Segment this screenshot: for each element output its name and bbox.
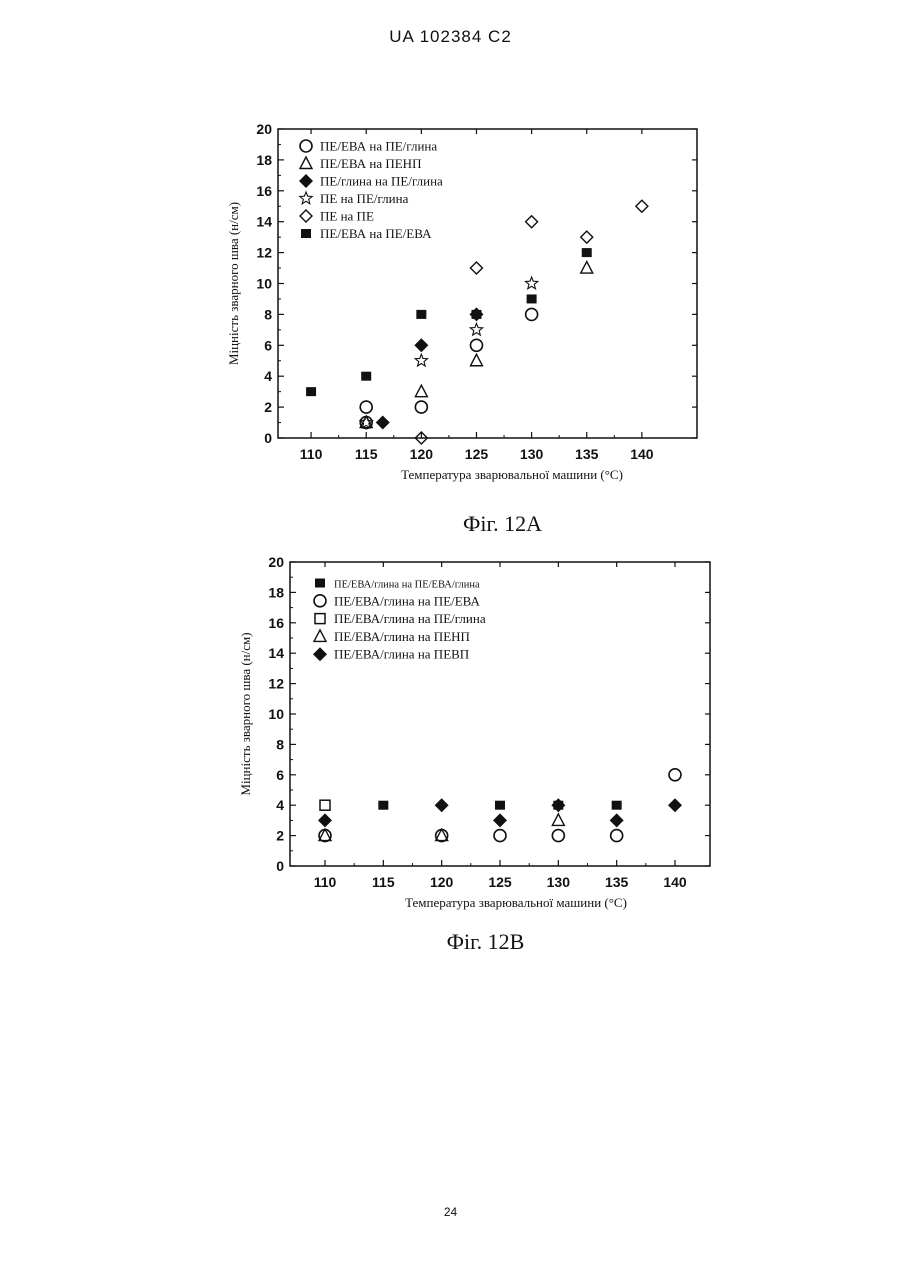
x-axis-title: Температура зварювальної машини (°C) xyxy=(405,895,627,910)
data-point xyxy=(610,813,624,827)
legend-label: ПЕ/ЕВА/глина на ПЕ/глина xyxy=(334,611,486,626)
y-tick-label: 2 xyxy=(276,828,284,844)
figure-12b-caption: Фіг. 12B xyxy=(35,929,901,955)
y-tick-label: 0 xyxy=(276,858,284,874)
y-tick-label: 14 xyxy=(268,645,284,661)
y-tick-label: 6 xyxy=(276,767,284,783)
data-point xyxy=(552,814,564,826)
data-point xyxy=(436,830,448,842)
data-point xyxy=(668,798,682,812)
data-point xyxy=(494,830,506,842)
x-tick-label: 140 xyxy=(663,874,687,890)
y-tick-label: 10 xyxy=(268,706,284,722)
x-tick-label: 130 xyxy=(547,874,571,890)
data-point xyxy=(611,830,623,842)
data-point xyxy=(552,830,564,842)
data-point xyxy=(551,798,565,812)
data-point xyxy=(378,801,388,810)
x-tick-label: 115 xyxy=(372,874,395,890)
legend-marker xyxy=(314,630,326,642)
page-number: 24 xyxy=(0,1205,901,1219)
x-tick-label: 135 xyxy=(605,874,629,890)
legend-label: ПЕ/ЕВА/глина на ПЕВП xyxy=(334,647,469,662)
legend-label: ПЕ/ЕВА/глина на ПЕНП xyxy=(334,629,470,644)
y-tick-label: 18 xyxy=(268,584,284,600)
legend-marker xyxy=(315,579,325,588)
data-point xyxy=(493,813,507,827)
data-point xyxy=(495,801,505,810)
legend-label: ПЕ/ЕВА/глина на ПЕ/ЕВА/глина xyxy=(334,580,480,591)
data-point xyxy=(612,801,622,810)
legend-marker xyxy=(313,647,327,661)
data-point xyxy=(669,769,681,781)
y-tick-label: 20 xyxy=(268,554,284,570)
x-tick-label: 120 xyxy=(430,874,454,890)
y-tick-label: 8 xyxy=(276,736,284,752)
x-tick-label: 110 xyxy=(314,874,337,890)
y-tick-label: 4 xyxy=(276,797,284,813)
legend-marker xyxy=(315,614,325,624)
data-point xyxy=(319,830,331,842)
legend-label: ПЕ/ЕВА/глина на ПЕ/ЕВА xyxy=(334,593,481,608)
x-tick-label: 125 xyxy=(488,874,512,890)
data-point xyxy=(320,800,330,810)
data-point xyxy=(318,813,332,827)
figure-12b-chart: 02468101214161820110115120125130135140Те… xyxy=(0,0,901,1273)
y-tick-label: 12 xyxy=(268,676,284,692)
data-point xyxy=(435,798,449,812)
legend-marker xyxy=(314,595,326,607)
y-axis-title: Міцність зварного шва (н/см) xyxy=(238,632,253,795)
y-tick-label: 16 xyxy=(268,615,284,631)
